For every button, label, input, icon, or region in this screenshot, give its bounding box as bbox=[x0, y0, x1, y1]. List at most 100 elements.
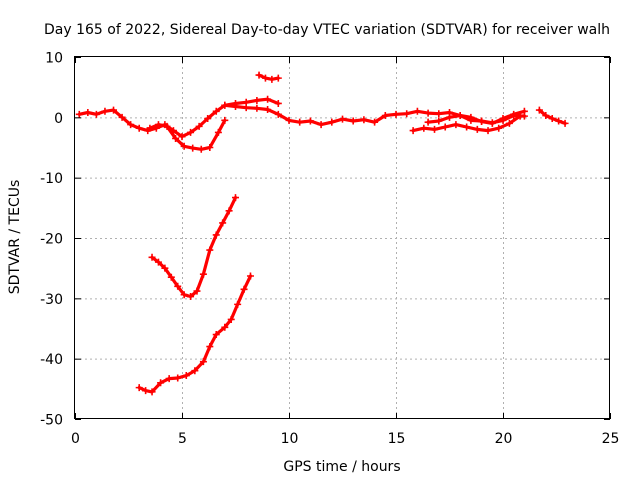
data-point bbox=[409, 127, 417, 135]
data-point bbox=[255, 71, 263, 79]
data-point bbox=[349, 117, 357, 125]
y-tick-label: -50 bbox=[40, 413, 63, 429]
data-point bbox=[463, 123, 471, 131]
axis-ticks: 0 5 10 15 20 25 10 0 -10 -20 -30 -40 -50 bbox=[40, 51, 619, 448]
series-track-9 bbox=[135, 272, 254, 396]
data-point bbox=[403, 110, 411, 118]
y-tick-label: 10 bbox=[45, 51, 63, 67]
data-point bbox=[435, 110, 443, 118]
data-point bbox=[84, 109, 92, 117]
data-point bbox=[478, 118, 486, 126]
data-point bbox=[499, 115, 507, 123]
data-point bbox=[274, 74, 282, 82]
data-point bbox=[187, 128, 195, 136]
data-point bbox=[193, 287, 201, 295]
data-point bbox=[92, 110, 100, 118]
data-point bbox=[467, 113, 475, 121]
data-point bbox=[148, 253, 156, 261]
data-point bbox=[452, 121, 460, 129]
x-tick-label: 10 bbox=[281, 431, 299, 447]
data-point bbox=[221, 101, 229, 109]
data-point bbox=[191, 367, 199, 375]
data-point bbox=[182, 372, 190, 380]
series-track-8 bbox=[148, 194, 239, 301]
x-tick-label: 0 bbox=[71, 431, 80, 447]
data-point bbox=[392, 110, 400, 118]
data-point bbox=[232, 102, 239, 110]
data-point bbox=[165, 375, 173, 383]
series-line bbox=[426, 109, 527, 126]
data-point bbox=[542, 112, 550, 120]
data-point bbox=[127, 121, 135, 129]
data-point bbox=[75, 110, 83, 118]
data-point bbox=[535, 106, 543, 114]
data-point bbox=[381, 112, 389, 120]
data-point bbox=[101, 107, 109, 115]
data-point bbox=[214, 128, 222, 136]
data-point bbox=[264, 105, 272, 113]
data-point bbox=[253, 96, 261, 104]
data-point bbox=[441, 123, 449, 131]
x-axis-label: GPS time / hours bbox=[283, 459, 400, 475]
x-tick-label: 5 bbox=[178, 431, 187, 447]
data-point bbox=[212, 231, 220, 239]
data-point bbox=[274, 110, 282, 118]
data-point bbox=[161, 264, 169, 272]
data-point bbox=[195, 122, 203, 130]
data-point bbox=[157, 379, 165, 387]
data-point bbox=[371, 118, 379, 126]
series-line bbox=[150, 196, 238, 299]
data-point bbox=[206, 144, 214, 151]
data-point bbox=[420, 124, 428, 132]
data-point bbox=[339, 115, 346, 123]
y-tick-label: -20 bbox=[40, 232, 63, 248]
y-axis-label: SDTVAR / TECUs bbox=[7, 180, 23, 295]
data-point bbox=[197, 145, 205, 153]
data-point bbox=[163, 122, 171, 130]
data-point bbox=[227, 315, 235, 323]
series-track-4 bbox=[221, 101, 528, 129]
data-point bbox=[296, 118, 304, 126]
data-point bbox=[180, 142, 188, 150]
series-track-3 bbox=[255, 71, 282, 83]
data-point bbox=[221, 116, 229, 124]
data-point bbox=[204, 115, 212, 123]
data-point bbox=[219, 219, 227, 227]
data-point bbox=[285, 116, 293, 124]
data-point bbox=[154, 121, 162, 129]
series-layer bbox=[75, 71, 569, 396]
data-point bbox=[306, 117, 314, 125]
x-tick-label: 20 bbox=[495, 431, 513, 447]
data-point bbox=[268, 75, 276, 83]
data-point bbox=[328, 118, 336, 126]
series-track-2 bbox=[146, 116, 229, 153]
data-point bbox=[424, 118, 432, 126]
data-point bbox=[189, 144, 197, 152]
data-point bbox=[118, 113, 126, 121]
data-point bbox=[240, 285, 248, 293]
data-point bbox=[413, 107, 421, 115]
plot-frame bbox=[74, 56, 610, 419]
data-point bbox=[242, 104, 250, 112]
data-point bbox=[424, 109, 432, 117]
data-point bbox=[446, 113, 453, 121]
data-point bbox=[274, 99, 282, 107]
data-point bbox=[456, 112, 464, 120]
y-tick-label: 0 bbox=[54, 111, 63, 127]
data-point bbox=[264, 95, 272, 103]
data-point bbox=[510, 110, 518, 118]
data-point bbox=[495, 124, 503, 132]
data-point bbox=[174, 282, 182, 290]
data-point bbox=[473, 125, 481, 133]
data-point bbox=[148, 388, 156, 396]
data-point bbox=[172, 134, 180, 142]
series-track-6 bbox=[424, 107, 528, 127]
series-track-5 bbox=[409, 112, 524, 135]
data-point bbox=[548, 115, 556, 123]
series-line bbox=[148, 118, 227, 151]
data-point bbox=[484, 127, 492, 135]
data-point bbox=[154, 258, 162, 266]
data-point bbox=[199, 270, 207, 278]
data-point bbox=[488, 119, 496, 127]
